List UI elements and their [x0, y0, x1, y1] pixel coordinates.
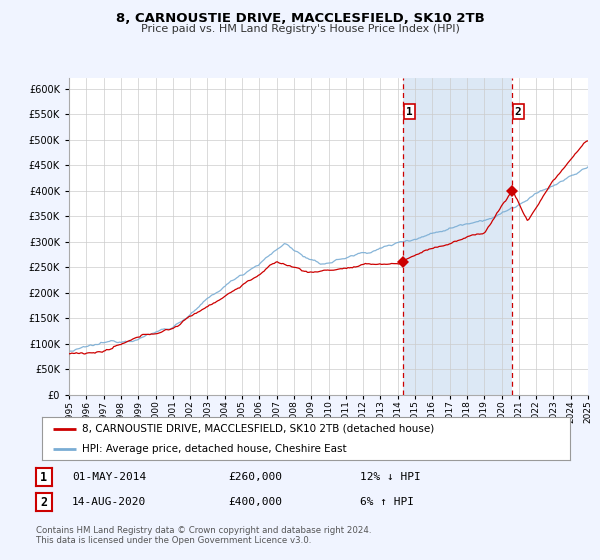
Bar — [403, 78, 512, 395]
Text: This data is licensed under the Open Government Licence v3.0.: This data is licensed under the Open Gov… — [36, 536, 311, 545]
Text: 2: 2 — [40, 496, 47, 509]
Text: 14-AUG-2020: 14-AUG-2020 — [72, 497, 146, 507]
Text: 6% ↑ HPI: 6% ↑ HPI — [360, 497, 414, 507]
Text: HPI: Average price, detached house, Cheshire East: HPI: Average price, detached house, Ches… — [82, 445, 346, 454]
Text: £260,000: £260,000 — [228, 472, 282, 482]
Text: 8, CARNOUSTIE DRIVE, MACCLESFIELD, SK10 2TB: 8, CARNOUSTIE DRIVE, MACCLESFIELD, SK10 … — [116, 12, 484, 25]
Text: Price paid vs. HM Land Registry's House Price Index (HPI): Price paid vs. HM Land Registry's House … — [140, 24, 460, 34]
Text: 12% ↓ HPI: 12% ↓ HPI — [360, 472, 421, 482]
Text: 2: 2 — [515, 106, 521, 116]
Text: 01-MAY-2014: 01-MAY-2014 — [72, 472, 146, 482]
Text: Contains HM Land Registry data © Crown copyright and database right 2024.: Contains HM Land Registry data © Crown c… — [36, 526, 371, 535]
Text: 8, CARNOUSTIE DRIVE, MACCLESFIELD, SK10 2TB (detached house): 8, CARNOUSTIE DRIVE, MACCLESFIELD, SK10 … — [82, 424, 434, 434]
Text: 1: 1 — [406, 106, 413, 116]
Text: 1: 1 — [40, 470, 47, 484]
Text: £400,000: £400,000 — [228, 497, 282, 507]
